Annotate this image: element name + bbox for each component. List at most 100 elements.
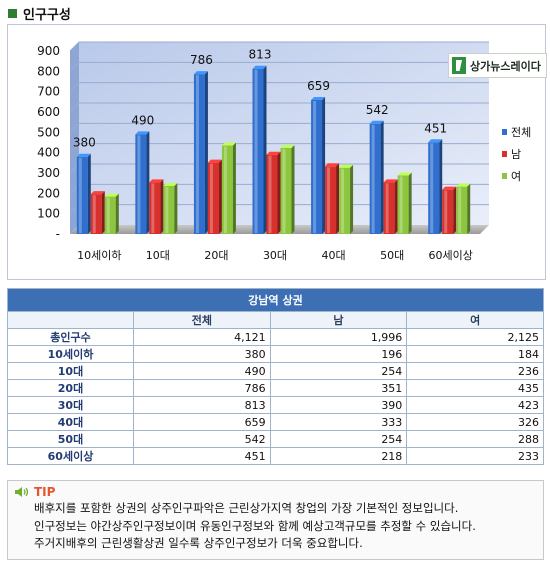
bar-남-30대 bbox=[266, 151, 281, 234]
bar-highlight bbox=[195, 75, 199, 234]
brand-name: 상가뉴스레이다 bbox=[470, 59, 541, 73]
cell-female: 2,125 bbox=[406, 328, 544, 346]
bar-front bbox=[280, 147, 292, 234]
bar-top bbox=[163, 183, 178, 187]
section-header: 인구구성 bbox=[8, 4, 71, 23]
row-label: 20대 bbox=[7, 379, 134, 397]
bar-top bbox=[76, 153, 91, 157]
bar-side bbox=[467, 183, 471, 234]
bar-top bbox=[428, 139, 443, 143]
bar-side bbox=[291, 144, 295, 234]
y-tick-label: 400 bbox=[37, 146, 60, 160]
bar-여-10대 bbox=[163, 183, 178, 234]
bar-top bbox=[221, 142, 236, 146]
bar-top bbox=[397, 172, 412, 176]
cell-male: 254 bbox=[269, 430, 408, 448]
cell-total: 659 bbox=[133, 413, 271, 431]
cell-female: 423 bbox=[406, 396, 544, 414]
population-table: 강남역 상권 전체 남 여 총인구수 4,121 1,996 2,125 10세… bbox=[7, 288, 544, 465]
tip-label: TIP bbox=[34, 485, 56, 499]
bar-front bbox=[135, 134, 147, 234]
bar-side bbox=[146, 131, 150, 234]
x-tick-label: 40대 bbox=[322, 249, 346, 262]
bar-highlight bbox=[151, 183, 155, 233]
tip-line: 주거지배후의 근린생활상권 일수록 상주인구정보가 더욱 중요합니다. bbox=[34, 536, 363, 550]
row-label: 60세이상 bbox=[7, 447, 134, 465]
bar-front bbox=[311, 100, 323, 235]
data-label: 813 bbox=[249, 48, 272, 62]
bar-side bbox=[218, 159, 222, 234]
bar-side bbox=[408, 172, 412, 234]
bar-여-50대 bbox=[397, 172, 412, 234]
population-bar-chart: 380 490 786 813 659 542 451 - 100 200 300 400 500 60… bbox=[37, 41, 531, 262]
bar-highlight bbox=[165, 187, 169, 233]
tip-line: 배후지를 포함한 상권의 상주인구파악은 근린상가지역 창업의 가장 기본적인 … bbox=[34, 501, 459, 515]
population-table-wrap: 강남역 상권 전체 남 여 총인구수 4,121 1,996 2,125 10세… bbox=[7, 288, 544, 465]
data-label: 542 bbox=[366, 103, 389, 117]
bar-highlight bbox=[209, 163, 213, 233]
row-label: 10대 bbox=[7, 362, 134, 380]
table-row: 60세이상 451 218 233 bbox=[7, 447, 544, 465]
x-tick-label: 10대 bbox=[146, 249, 170, 262]
cell-female: 326 bbox=[406, 413, 544, 431]
bar-전체-50대 bbox=[369, 120, 384, 234]
legend-swatch bbox=[502, 151, 507, 157]
tip-line: 인구정보는 야간상주인구정보이며 유동인구정보와 함께 예상고객규모를 추정할 … bbox=[34, 518, 476, 533]
bar-front bbox=[369, 123, 381, 234]
table-row: 10대 490 254 236 bbox=[7, 362, 544, 380]
cell-male: 196 bbox=[269, 345, 408, 363]
bar-highlight bbox=[371, 124, 375, 233]
x-tick-label: 20대 bbox=[204, 249, 228, 262]
y-tick-label: 800 bbox=[37, 64, 60, 78]
bar-전체-20대 bbox=[193, 71, 208, 235]
bar-top bbox=[90, 191, 105, 195]
bar-top bbox=[135, 131, 150, 135]
brand-icon bbox=[452, 57, 466, 74]
bar-front bbox=[149, 182, 161, 234]
cell-female: 184 bbox=[406, 345, 544, 363]
bar-front bbox=[442, 189, 454, 234]
bar-top bbox=[266, 151, 281, 155]
gridline-diag bbox=[69, 61, 80, 72]
x-tick-label: 50대 bbox=[380, 249, 404, 262]
bar-top bbox=[252, 65, 267, 69]
cell-total: 490 bbox=[133, 362, 271, 380]
bar-side bbox=[101, 191, 105, 234]
bar-highlight bbox=[282, 148, 286, 233]
bar-side bbox=[160, 179, 164, 234]
bar-top bbox=[442, 186, 457, 190]
bar-남-50대 bbox=[383, 179, 398, 234]
gridline-diag bbox=[69, 122, 80, 133]
bar-전체-40대 bbox=[311, 97, 326, 235]
bar-highlight bbox=[106, 197, 110, 233]
bar-front bbox=[104, 196, 116, 234]
bar-highlight bbox=[92, 195, 96, 233]
table-row: 30대 813 390 423 bbox=[7, 396, 544, 414]
bar-top bbox=[456, 183, 471, 187]
cell-total: 542 bbox=[133, 430, 271, 448]
bar-남-10대 bbox=[149, 179, 164, 234]
bar-highlight bbox=[341, 168, 345, 233]
bar-highlight bbox=[254, 69, 258, 233]
y-tick-label: 700 bbox=[37, 85, 60, 99]
bar-여-30대 bbox=[280, 144, 295, 234]
bar-front bbox=[266, 154, 278, 234]
gridline-diag bbox=[69, 41, 80, 52]
cell-total: 451 bbox=[133, 447, 271, 465]
bar-front bbox=[456, 186, 468, 234]
y-tick-label: 600 bbox=[37, 105, 60, 119]
cell-female: 435 bbox=[406, 379, 544, 397]
cell-total: 380 bbox=[133, 345, 271, 363]
bar-side bbox=[87, 153, 91, 234]
y-tick-label: 500 bbox=[37, 125, 60, 139]
table-row: 총인구수 4,121 1,996 2,125 bbox=[7, 328, 544, 346]
tip-box: TIP 배후지를 포함한 상권의 상주인구파악은 근린상가지역 창업의 가장 기… bbox=[7, 480, 544, 560]
table-header-female: 여 bbox=[406, 311, 544, 329]
bar-front bbox=[90, 194, 102, 234]
tip-text: 배후지를 포함한 상권의 상주인구파악은 근린상가지역 창업의 가장 기본적인 … bbox=[34, 500, 476, 553]
bar-side bbox=[115, 193, 119, 234]
cell-male: 218 bbox=[269, 447, 408, 465]
bar-highlight bbox=[430, 143, 434, 233]
bar-front bbox=[428, 142, 440, 234]
bar-전체-30대 bbox=[252, 65, 267, 234]
